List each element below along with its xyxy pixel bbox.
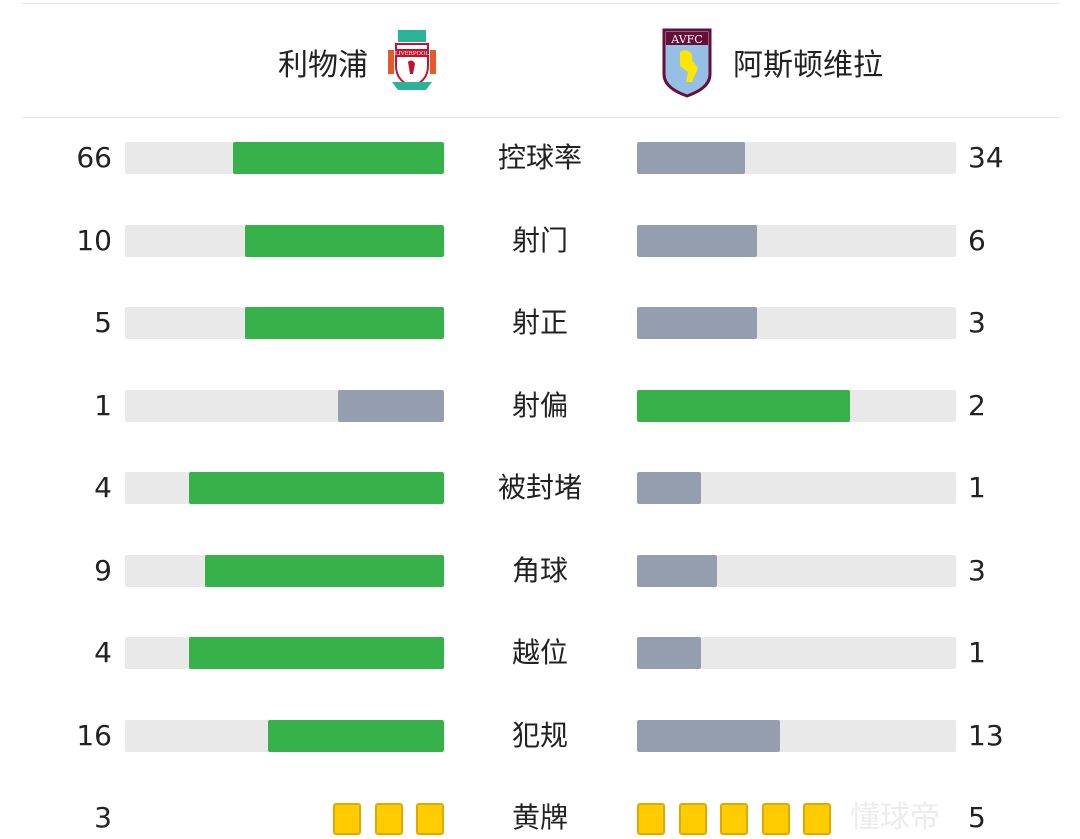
home-bar-fill [188, 472, 444, 504]
liverpool-crest-text: LIVERPOOL [395, 51, 430, 57]
yellow-card-icon [374, 803, 403, 835]
yellow-card-icon [720, 803, 748, 835]
away-bar [637, 472, 956, 504]
stat-row-yellow-cards: 3 黄牌 5 [0, 798, 1080, 838]
home-value: 16 [76, 718, 112, 752]
yellow-card-icon [416, 803, 444, 835]
home-value: 5 [94, 306, 112, 339]
yellow-card-icon [761, 803, 790, 835]
home-bar [125, 307, 444, 339]
away-bar [637, 224, 956, 257]
home-bar-fill [244, 224, 444, 257]
home-value: 4 [94, 636, 112, 669]
stat-label: 黄牌 [511, 801, 568, 834]
home-bar-fill [337, 389, 444, 422]
home-bar-fill [188, 637, 444, 669]
home-value: 9 [94, 553, 112, 587]
home-value: 66 [76, 141, 112, 174]
away-bar-fill [637, 389, 850, 422]
away-value: 1 [968, 636, 986, 669]
away-bar [637, 719, 956, 752]
away-team-name: 阿斯顿维拉 [733, 48, 883, 83]
stat-label: 控球率 [497, 141, 582, 174]
stat-row: 1 射偏 2 [0, 386, 1080, 426]
stat-label: 射偏 [511, 388, 568, 422]
away-value: 3 [968, 306, 986, 339]
away-value: 1 [968, 471, 986, 504]
stat-label: 角球 [511, 553, 568, 587]
away-value: 13 [968, 718, 1004, 752]
watermark: 懂球帝 [850, 800, 940, 835]
header-divider [22, 117, 1060, 118]
home-team-name: 利物浦 [278, 48, 368, 83]
away-value: 34 [968, 141, 1004, 174]
away-bar [637, 637, 956, 669]
stat-row: 66 控球率 34 [0, 138, 1080, 178]
home-value: 10 [76, 223, 112, 257]
home-bar [125, 142, 444, 174]
home-bar-fill [204, 554, 444, 587]
stat-label: 被封堵 [497, 471, 582, 504]
home-value: 1 [94, 388, 112, 422]
yellow-card-icon [803, 803, 831, 835]
away-bar-fill [637, 142, 746, 174]
stat-row: 9 角球 3 [0, 551, 1080, 591]
home-bar [125, 637, 444, 669]
home-value: 4 [94, 471, 112, 504]
away-bar [637, 389, 956, 422]
home-bar [125, 719, 444, 752]
aston-villa-crest-icon: AVFC [662, 28, 712, 98]
yellow-card-icon [678, 803, 707, 835]
away-value: 3 [968, 553, 986, 587]
away-bar-fill [637, 719, 780, 752]
home-value: 3 [94, 801, 112, 834]
match-header: 利物浦 LIVERPOOL AVFC 阿斯顿维拉 [0, 28, 1080, 98]
yellow-card-icon [637, 803, 665, 835]
away-bar-fill [637, 637, 701, 669]
top-divider [22, 3, 1060, 4]
stat-row: 16 犯规 13 [0, 716, 1080, 756]
away-bar-fill [637, 307, 757, 339]
stat-label: 射门 [511, 223, 568, 257]
away-bar-fill [637, 224, 757, 257]
stat-label: 犯规 [511, 718, 568, 752]
away-value: 6 [968, 223, 986, 257]
stat-row: 4 越位 1 [0, 633, 1080, 673]
away-bar [637, 307, 956, 339]
away-bar [637, 554, 956, 587]
stat-row: 4 被封堵 1 [0, 468, 1080, 508]
home-bar [125, 554, 444, 587]
liverpool-crest-icon: LIVERPOOL [388, 30, 436, 90]
stat-label: 射正 [511, 306, 568, 339]
stat-row: 5 射正 3 [0, 303, 1080, 343]
away-bar-fill [637, 472, 701, 504]
home-bar-fill [233, 142, 444, 174]
stat-label: 越位 [511, 636, 568, 669]
aston-villa-crest-text: AVFC [670, 33, 702, 46]
home-bar [125, 224, 444, 257]
stat-row: 10 射门 6 [0, 221, 1080, 261]
away-value: 5 [968, 801, 986, 834]
home-bar-fill [268, 719, 444, 752]
away-bar [637, 142, 956, 174]
away-value: 2 [968, 388, 986, 422]
home-bar-fill [244, 307, 444, 339]
away-bar-fill [637, 554, 717, 587]
yellow-card-icon [333, 803, 361, 835]
home-bar [125, 389, 444, 422]
home-bar [125, 472, 444, 504]
